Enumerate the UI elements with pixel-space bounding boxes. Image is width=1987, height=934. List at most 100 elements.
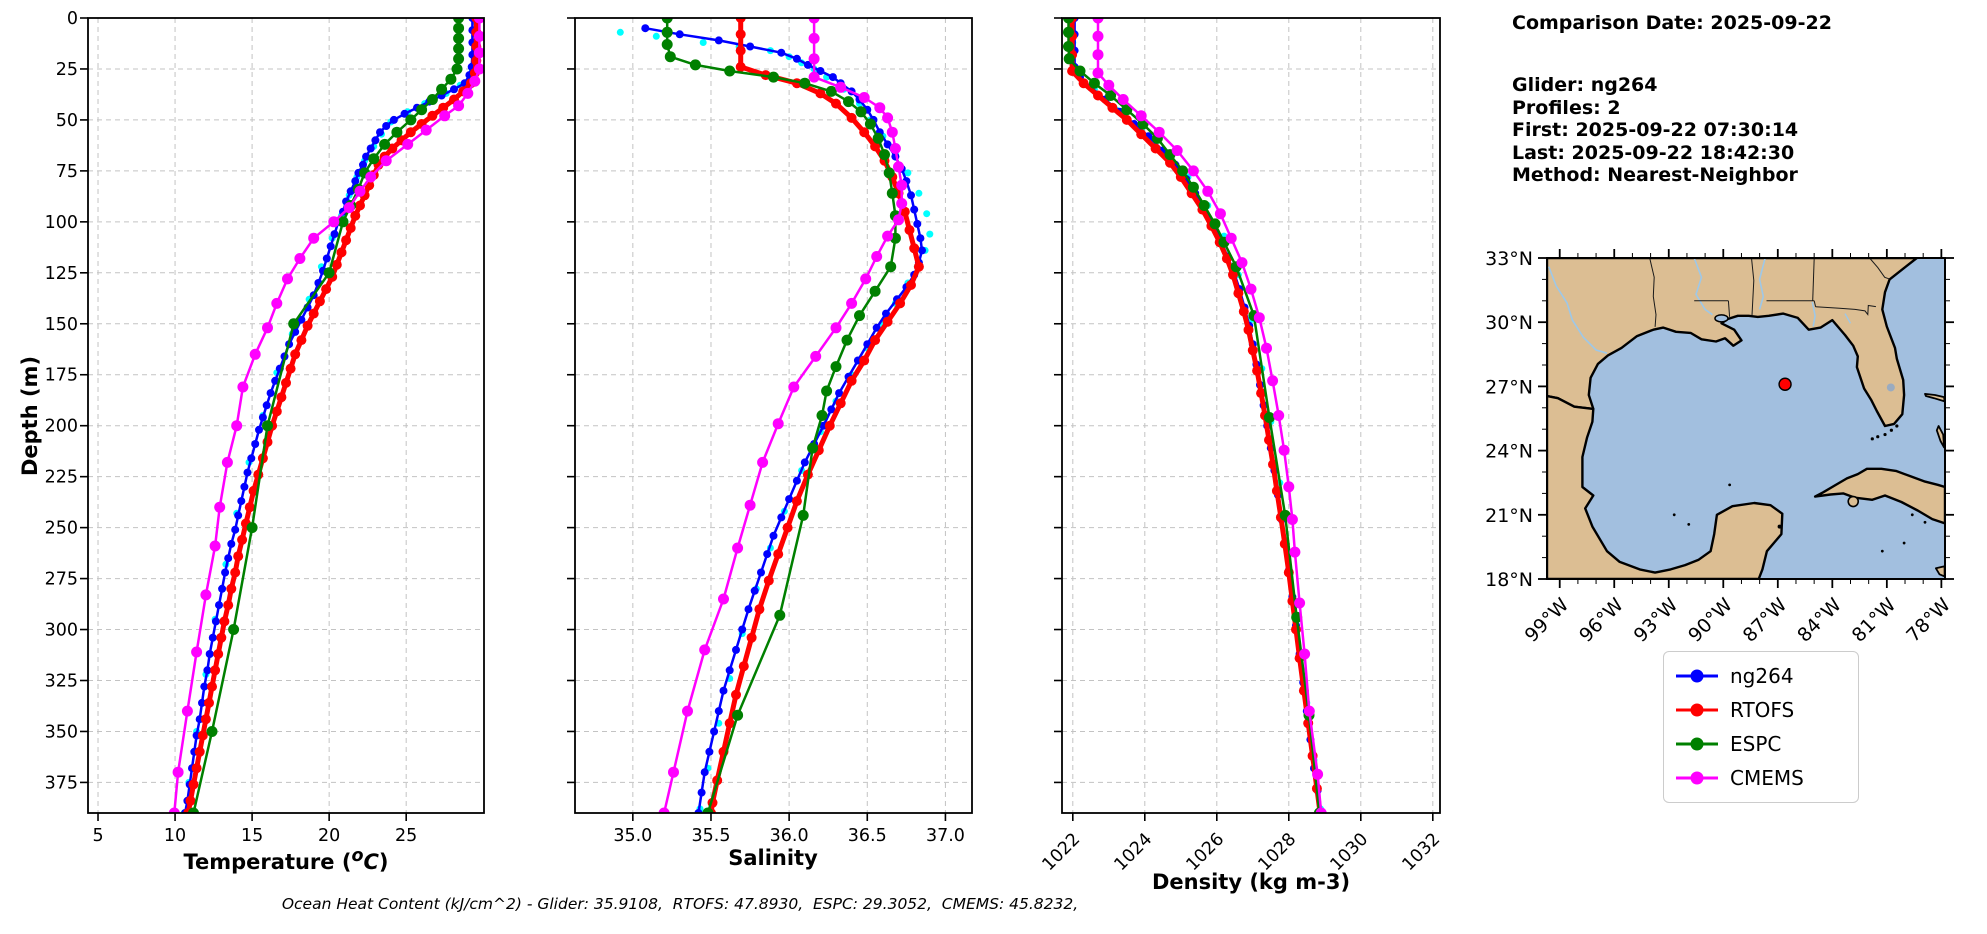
svg-text:1024: 1024	[1111, 829, 1157, 875]
map-gulf-of-mexico: 99°W 96°W 93°W 90°W 87°W 84°W 81°W 78°W 33°N 30°N…	[1485, 248, 1955, 647]
svg-text:37.0: 37.0	[926, 826, 965, 846]
svg-text:125: 125	[45, 264, 78, 284]
map-frame	[1546, 257, 1946, 580]
svg-text:200: 200	[45, 417, 78, 437]
temp-label-unit: C	[363, 850, 379, 874]
legend-item-ng264: ng264	[1674, 659, 1846, 693]
svg-text:10: 10	[164, 826, 186, 846]
svg-text:21°N: 21°N	[1485, 505, 1533, 527]
grid	[575, 17, 972, 813]
svg-text:20: 20	[318, 826, 340, 846]
svg-text:96°W: 96°W	[1575, 594, 1628, 647]
density-axis-label: Density (kg m-3)	[1151, 870, 1351, 894]
legend-label: CMEMS	[1730, 766, 1804, 790]
svg-text:15: 15	[241, 826, 263, 846]
series-CMEMS	[168, 18, 484, 813]
svg-text:375: 375	[45, 773, 78, 793]
tick-labels: 1022 1024 1026 1028 1030 1032	[1039, 829, 1445, 875]
legend-swatch-icon	[1676, 771, 1718, 785]
tick-labels: 5 10 15 20 250255075100125150175200225250275…	[45, 9, 418, 846]
series-RTOFS	[183, 18, 482, 813]
panel-salinity: 35.0 35.5 36.0 36.5 37.0	[567, 17, 973, 846]
svg-text:175: 175	[45, 366, 78, 386]
series-glider-raw	[1067, 20, 1324, 813]
ticks	[1054, 17, 1434, 821]
svg-text:250: 250	[45, 519, 78, 539]
temp-label-prefix: Temperature (	[183, 850, 352, 874]
panel-density: 1022 1024 1026 1028 1030 1032	[1039, 17, 1445, 875]
legend-label: ESPC	[1730, 732, 1782, 756]
map-ticks	[1538, 249, 1954, 588]
curves	[616, 18, 934, 813]
svg-text:35.0: 35.0	[613, 826, 652, 846]
svg-text:30°N: 30°N	[1485, 312, 1533, 334]
svg-text:78°W: 78°W	[1902, 594, 1955, 647]
first-profile-time: First: 2025-09-22 07:30:14	[1512, 119, 1799, 141]
svg-text:325: 325	[45, 672, 78, 692]
svg-text:75: 75	[56, 162, 78, 182]
glider-name: Glider: ng264	[1512, 74, 1658, 96]
legend-label: RTOFS	[1730, 698, 1795, 722]
svg-text:36.5: 36.5	[848, 826, 887, 846]
series-CMEMS	[658, 18, 908, 813]
svg-text:1028: 1028	[1255, 829, 1301, 875]
depth-axis-label: Depth (m)	[18, 355, 42, 477]
last-profile-time: Last: 2025-09-22 18:42:30	[1512, 141, 1795, 164]
svg-text:25: 25	[56, 60, 78, 80]
legend-label: ng264	[1730, 664, 1794, 688]
svg-text:1030: 1030	[1327, 829, 1373, 875]
glider-info-block: Glider: ng264 Profiles: 2 First: 2025-09…	[1512, 74, 1798, 187]
svg-text:25: 25	[395, 826, 417, 846]
svg-text:33°N: 33°N	[1485, 248, 1533, 270]
svg-text:5: 5	[92, 826, 103, 846]
temp-label-sup: o	[351, 846, 364, 866]
grid	[88, 17, 484, 813]
map-land-andros	[1935, 425, 1945, 449]
svg-text:0: 0	[67, 9, 78, 29]
ocean-heat-content-caption: Ocean Heat Content (kJ/cm^2) - Glider: 3…	[281, 895, 1079, 913]
map-land-us	[1547, 258, 1918, 428]
svg-text:90°W: 90°W	[1684, 594, 1737, 647]
series-ESPC	[661, 18, 901, 813]
profiles-count: Profiles: 2	[1512, 96, 1621, 119]
svg-text:275: 275	[45, 570, 78, 590]
temp-label-suffix: )	[378, 850, 389, 874]
legend-swatch-icon	[1676, 703, 1718, 717]
svg-text:93°W: 93°W	[1630, 594, 1683, 647]
legend-swatch-icon	[1676, 737, 1718, 751]
tick-labels: 35.0 35.5 36.0 36.5 37.0	[613, 826, 965, 846]
svg-text:99°W: 99°W	[1521, 594, 1574, 647]
curves	[1063, 18, 1327, 813]
svg-text:225: 225	[45, 468, 78, 488]
series-glider-raw	[180, 18, 480, 813]
map-land-mexico	[1547, 394, 1784, 579]
salinity-axis-label: Salinity	[728, 846, 818, 870]
svg-text:100: 100	[45, 213, 78, 233]
legend-item-CMEMS: CMEMS	[1674, 761, 1846, 795]
legend-item-ESPC: ESPC	[1674, 727, 1846, 761]
glider-position-marker	[1778, 377, 1792, 391]
svg-text:35.5: 35.5	[691, 826, 730, 846]
svg-text:36.0: 36.0	[770, 826, 809, 846]
svg-text:24°N: 24°N	[1485, 441, 1533, 463]
series-ng264	[1070, 18, 1326, 813]
svg-text:150: 150	[45, 315, 78, 335]
svg-text:1032: 1032	[1399, 829, 1445, 875]
svg-text:18°N: 18°N	[1485, 569, 1533, 591]
svg-text:350: 350	[45, 722, 78, 742]
ticks	[567, 17, 947, 821]
svg-text:84°W: 84°W	[1793, 594, 1846, 647]
panel-temperature: 5 10 15 20 250255075100125150175200225250275…	[45, 9, 485, 846]
legend-box: ng264 RTOFS ESPC CMEMS	[1663, 651, 1859, 803]
svg-text:81°W: 81°W	[1848, 594, 1901, 647]
legend-swatch-icon	[1676, 669, 1718, 683]
svg-text:87°W: 87°W	[1739, 594, 1792, 647]
svg-text:300: 300	[45, 621, 78, 641]
grid	[1062, 17, 1440, 813]
svg-text:1022: 1022	[1039, 829, 1085, 875]
legend-item-RTOFS: RTOFS	[1674, 693, 1846, 727]
map-lake-pontchartrain	[1714, 314, 1729, 323]
temperature-axis-label: Temperature (oC)	[183, 846, 388, 874]
series-ng264	[641, 24, 926, 813]
map-land-cuba	[1813, 467, 1945, 525]
